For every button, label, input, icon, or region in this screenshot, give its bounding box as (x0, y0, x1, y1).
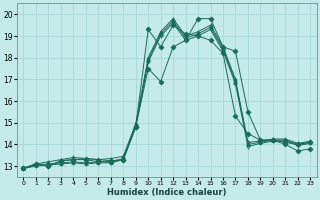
X-axis label: Humidex (Indice chaleur): Humidex (Indice chaleur) (107, 188, 227, 197)
